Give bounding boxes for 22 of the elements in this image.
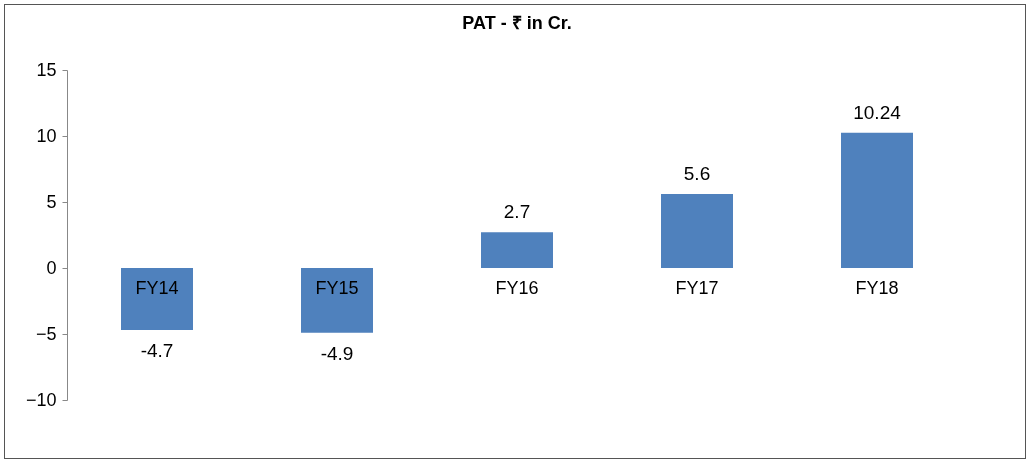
bar bbox=[661, 194, 733, 268]
x-tick-label: FY18 bbox=[855, 278, 899, 298]
data-label: -4.9 bbox=[320, 342, 354, 364]
x-tick-label: FY17 bbox=[675, 278, 719, 298]
chart-title: PAT - ₹ in Cr. bbox=[462, 13, 572, 33]
x-tick-label: FY16 bbox=[495, 278, 539, 298]
data-label: -4.7 bbox=[140, 340, 174, 362]
x-tick-label: FY14 bbox=[135, 278, 179, 298]
bar bbox=[841, 132, 913, 268]
y-tick-label: −5 bbox=[35, 323, 57, 344]
y-tick-label: −10 bbox=[25, 389, 57, 410]
y-tick-label: 0 bbox=[46, 257, 57, 278]
data-label: 5.6 bbox=[683, 163, 711, 185]
data-label: 10.24 bbox=[853, 101, 902, 123]
y-tick-label: 15 bbox=[36, 59, 57, 80]
x-tick-label: FY15 bbox=[315, 278, 359, 298]
bar bbox=[481, 232, 553, 268]
data-label: 2.7 bbox=[503, 201, 531, 223]
bar bbox=[121, 268, 193, 331]
y-tick-label: 5 bbox=[46, 191, 57, 212]
bar bbox=[301, 268, 373, 333]
y-tick-label: 10 bbox=[36, 125, 57, 146]
